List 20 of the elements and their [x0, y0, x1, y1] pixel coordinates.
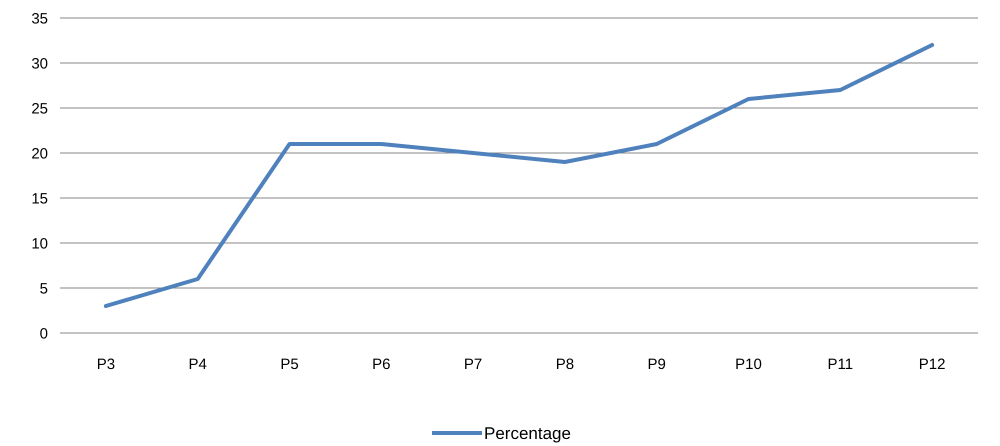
y-tick-label: 5 [40, 280, 48, 298]
x-tick-label: P12 [918, 356, 946, 373]
x-tick-label: P4 [188, 356, 207, 373]
y-tick-label: 35 [31, 10, 48, 28]
x-tick-label: P3 [96, 356, 116, 373]
line-series [104, 43, 934, 308]
x-tick-label: P6 [372, 356, 390, 373]
x-tick-label: P5 [280, 356, 299, 373]
legend-label: Percentage [484, 424, 571, 443]
y-tick-label: 0 [40, 325, 48, 342]
x-tick-label: P7 [464, 356, 482, 373]
x-tick-label: P10 [735, 356, 762, 373]
y-tick-label: 10 [31, 235, 48, 252]
x-tick-label: P9 [648, 356, 666, 373]
y-tick-label: 15 [31, 190, 48, 208]
x-tick-label: P11 [828, 356, 854, 373]
x-tick-label: P8 [556, 356, 574, 373]
y-tick-label: 25 [31, 100, 48, 118]
y-tick-label: 30 [31, 55, 48, 72]
y-tick-label: 20 [31, 145, 48, 162]
